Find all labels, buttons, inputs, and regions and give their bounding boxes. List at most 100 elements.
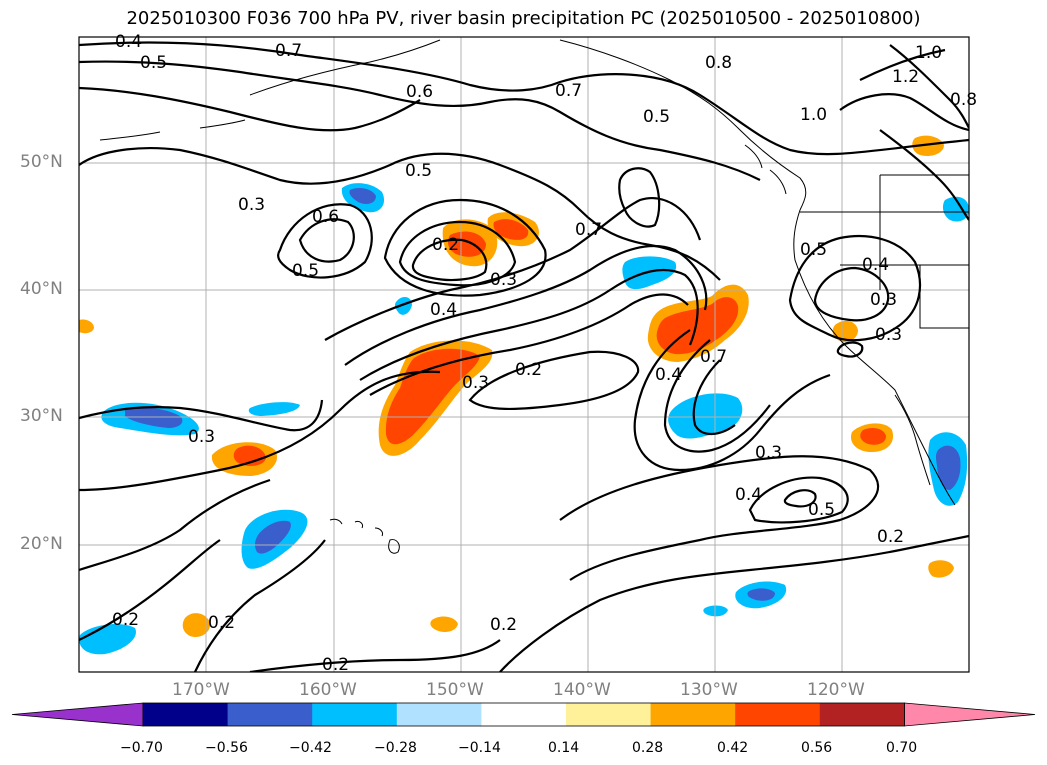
colorbar-tick: −0.70 [120,740,163,756]
contour-line [79,86,421,132]
contour-line [836,341,864,358]
contour-label: 0.3 [875,325,902,345]
contour-label: 0.2 [515,360,542,380]
contour-line [559,455,880,581]
colorbar-extend-high [904,702,1036,727]
lat-label-20n: 20°N [20,534,63,554]
contour-label: 1.0 [915,43,942,63]
shade-positive [912,135,944,156]
colorbar-tick: −0.56 [205,740,248,756]
contour-label: 0.4 [115,32,142,52]
colorbar-tick: 0.42 [717,740,749,756]
contour-line [277,203,373,279]
contour-label: 0.2 [112,610,139,630]
contour-label: 1.0 [800,105,827,125]
contour-line [79,399,324,432]
shade-negative [349,188,376,204]
contour-line [748,476,849,524]
shade-negative [936,445,961,490]
contour-label: 0.5 [800,240,827,260]
contour-line [79,41,969,156]
contour-line [692,359,736,436]
contour-label: 0.3 [755,443,782,463]
lat-label-30n: 30°N [20,406,63,426]
contour-line [839,93,969,132]
shade-negative [942,196,969,222]
contour-line [411,238,488,282]
lon-label-120w: 120°W [807,680,865,700]
aleutians [99,119,246,141]
contour-label: 0.8 [950,90,977,110]
contour-label: 0.3 [188,427,215,447]
colorbar-segment [819,703,905,726]
contour-line [79,147,721,281]
shade-negative [248,402,300,416]
shade-positive [493,219,529,240]
contour-label: 0.6 [312,207,339,227]
precip-shading [79,135,969,655]
map-title: 2025010300 F036 700 hPa PV, river basin … [126,8,921,29]
shade-positive [860,428,886,445]
contour-label: 0.5 [808,500,835,520]
colorbar-tick: −0.28 [374,740,417,756]
map-frame [78,36,970,673]
contour-label: 0.7 [275,41,302,61]
contour-label: 0.5 [405,161,432,181]
contour-line [889,44,969,129]
contour-line [79,478,326,672]
contour-label: 0.2 [322,655,349,675]
contour-line [813,266,890,322]
colorbar-segment [650,703,736,726]
colorbar-tick: 0.28 [632,740,664,756]
contour-line [249,639,501,672]
contour-label: 0.3 [238,195,265,215]
contour-label: 0.4 [735,485,762,505]
shade-negative [394,296,412,315]
colorbar [11,702,1036,727]
lon-label-150w: 150°W [426,680,484,700]
shade-positive [928,560,954,578]
shade-negative [125,407,183,428]
lat-label-40n: 40°N [20,279,63,299]
alaska-panhandle [559,39,807,211]
lon-label-140w: 140°W [553,680,611,700]
contour-label: 0.7 [700,347,727,367]
contour-line [618,167,661,228]
contour-line [79,370,441,492]
shade-positive [832,320,858,342]
colorbar-segment [227,703,313,726]
colorbar-segment [143,703,229,726]
contour-label: 0.2 [208,613,235,633]
colorbar-tick: 0.70 [886,740,918,756]
contour-label: 1.2 [892,67,919,87]
colorbar-tick: 0.14 [548,740,580,756]
contour-label: 0.2 [877,527,904,547]
contour-line [298,218,355,263]
contour-line [783,489,817,508]
colorbar-segment [396,703,482,726]
contour-line [788,234,922,342]
colorbar-segment [735,703,821,726]
contour-line [633,329,831,472]
west-coast [793,209,956,506]
baja [894,394,931,486]
contour-label: 0.2 [432,235,459,255]
contour-line [398,220,517,287]
shade-positive [79,319,94,334]
shade-positive [430,616,458,632]
shade-negative [747,588,775,601]
colorbar-tick: −0.42 [289,740,332,756]
shade-positive [448,231,486,257]
lat-label-50n: 50°N [20,152,63,172]
bc-islands [744,144,787,195]
pv-contours [79,41,969,672]
contour-label: 0.7 [555,81,582,101]
graticule [79,37,969,672]
colorbar-tick: 0.56 [801,740,833,756]
contour-label: 0.5 [292,261,319,281]
colorbar-segment [566,703,652,726]
contour-line [663,339,771,453]
colorbar-extend-low [11,702,144,727]
coastlines [99,39,969,554]
